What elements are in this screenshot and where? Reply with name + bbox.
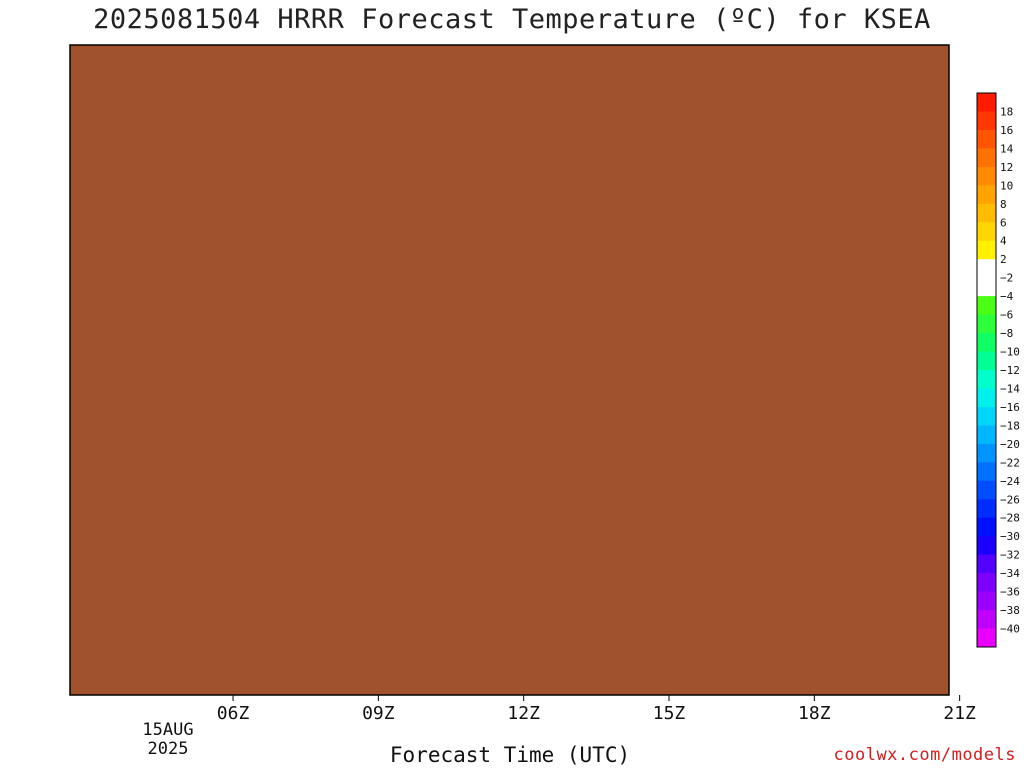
colorbar-swatch (977, 111, 996, 131)
colorbar-swatch (977, 388, 996, 408)
colorbar-label: −20 (1000, 438, 1020, 451)
colorbar-label: −36 (1000, 586, 1020, 599)
colorbar-swatch (977, 277, 996, 297)
colorbar-label: −8 (1000, 327, 1013, 340)
colorbar-label: −14 (1000, 382, 1020, 395)
colorbar-swatch (977, 129, 996, 149)
colorbar-label: −28 (1000, 512, 1020, 525)
colorbar-label: 6 (1000, 216, 1007, 229)
x-tick-label: 12Z (507, 703, 540, 724)
colorbar-swatch (977, 462, 996, 482)
colorbar-swatch (977, 628, 996, 648)
date-label-year: 2025 (147, 739, 189, 759)
colorbar-label: −22 (1000, 456, 1020, 469)
colorbar-swatch (977, 240, 996, 260)
colorbar-label: −2 (1000, 272, 1013, 285)
colorbar-label: −4 (1000, 290, 1014, 303)
colorbar-label: −30 (1000, 530, 1020, 543)
colorbar-label: 4 (1000, 235, 1007, 248)
colorbar-swatch (977, 148, 996, 168)
colorbar-label: −16 (1000, 401, 1020, 414)
colorbar-swatch (977, 573, 996, 593)
colorbar-label: −6 (1000, 309, 1013, 322)
colorbar: 18 16 14 12 10 8 6 4 2 −2 −4 −6 −8 −10 −12 −14 −16 −18 −20… (976, 92, 1020, 648)
ground-layer (70, 45, 949, 695)
colorbar-swatch (977, 591, 996, 611)
colorbar-label: 12 (1000, 161, 1013, 174)
x-axis-label: Forecast Time (UTC) (389, 743, 631, 767)
colorbar-swatch (977, 406, 996, 426)
ground-fill (70, 45, 949, 695)
x-tick-label: 21Z (943, 703, 976, 724)
plot-frame (69, 44, 950, 696)
x-tick-label: 15Z (653, 703, 686, 724)
colorbar-swatch (977, 536, 996, 556)
colorbar-label: 2 (1000, 253, 1007, 266)
colorbar-swatch (977, 370, 996, 389)
colorbar-label: 18 (1000, 105, 1013, 118)
colorbar-label: 10 (1000, 179, 1013, 192)
colorbar-label: 14 (1000, 142, 1014, 155)
colorbar-label: 8 (1000, 198, 1007, 211)
colorbar-swatch (977, 314, 996, 334)
colorbar-swatch (977, 517, 996, 537)
colorbar-swatch (977, 259, 996, 279)
colorbar-swatch (977, 222, 996, 242)
colorbar-label: −12 (1000, 364, 1020, 377)
colorbar-swatch (977, 93, 996, 112)
colorbar-label: −34 (1000, 567, 1020, 580)
colorbar-frame (976, 92, 997, 648)
colorbar-swatch (977, 443, 996, 463)
colorbar-swatch (977, 185, 996, 205)
x-tick-label: 18Z (798, 703, 831, 724)
x-tick-label: 06Z (217, 703, 250, 724)
colorbar-label: 16 (1000, 124, 1013, 137)
x-tick-label: 09Z (362, 703, 395, 724)
colorbar-label: −26 (1000, 493, 1020, 506)
colorbar-label: −18 (1000, 419, 1020, 432)
credit-link[interactable]: coolwx.com/models (833, 745, 1016, 765)
colorbar-label: −10 (1000, 346, 1020, 359)
colorbar-swatch (977, 296, 996, 316)
colorbar-swatch (977, 480, 996, 500)
x-axis: 06Z 09Z 12Z 15Z 18Z 21Z (217, 695, 976, 724)
colorbar-swatch (977, 554, 996, 574)
colorbar-swatch (977, 166, 996, 186)
colorbar-label: −32 (1000, 549, 1020, 562)
colorbar-swatch (977, 610, 996, 630)
colorbar-swatch (977, 425, 996, 445)
colorbar-label: −38 (1000, 604, 1020, 617)
colorbar-swatch (977, 351, 996, 371)
colorbar-label: −24 (1000, 475, 1020, 488)
date-label-day: 15AUG (142, 720, 194, 740)
colorbar-swatch (977, 333, 996, 353)
chart-title: 2025081504 HRRR Forecast Temperature (ºC… (93, 4, 931, 35)
colorbar-label: −40 (1000, 623, 1020, 636)
colorbar-swatch (977, 203, 996, 223)
colorbar-swatch (977, 499, 996, 519)
